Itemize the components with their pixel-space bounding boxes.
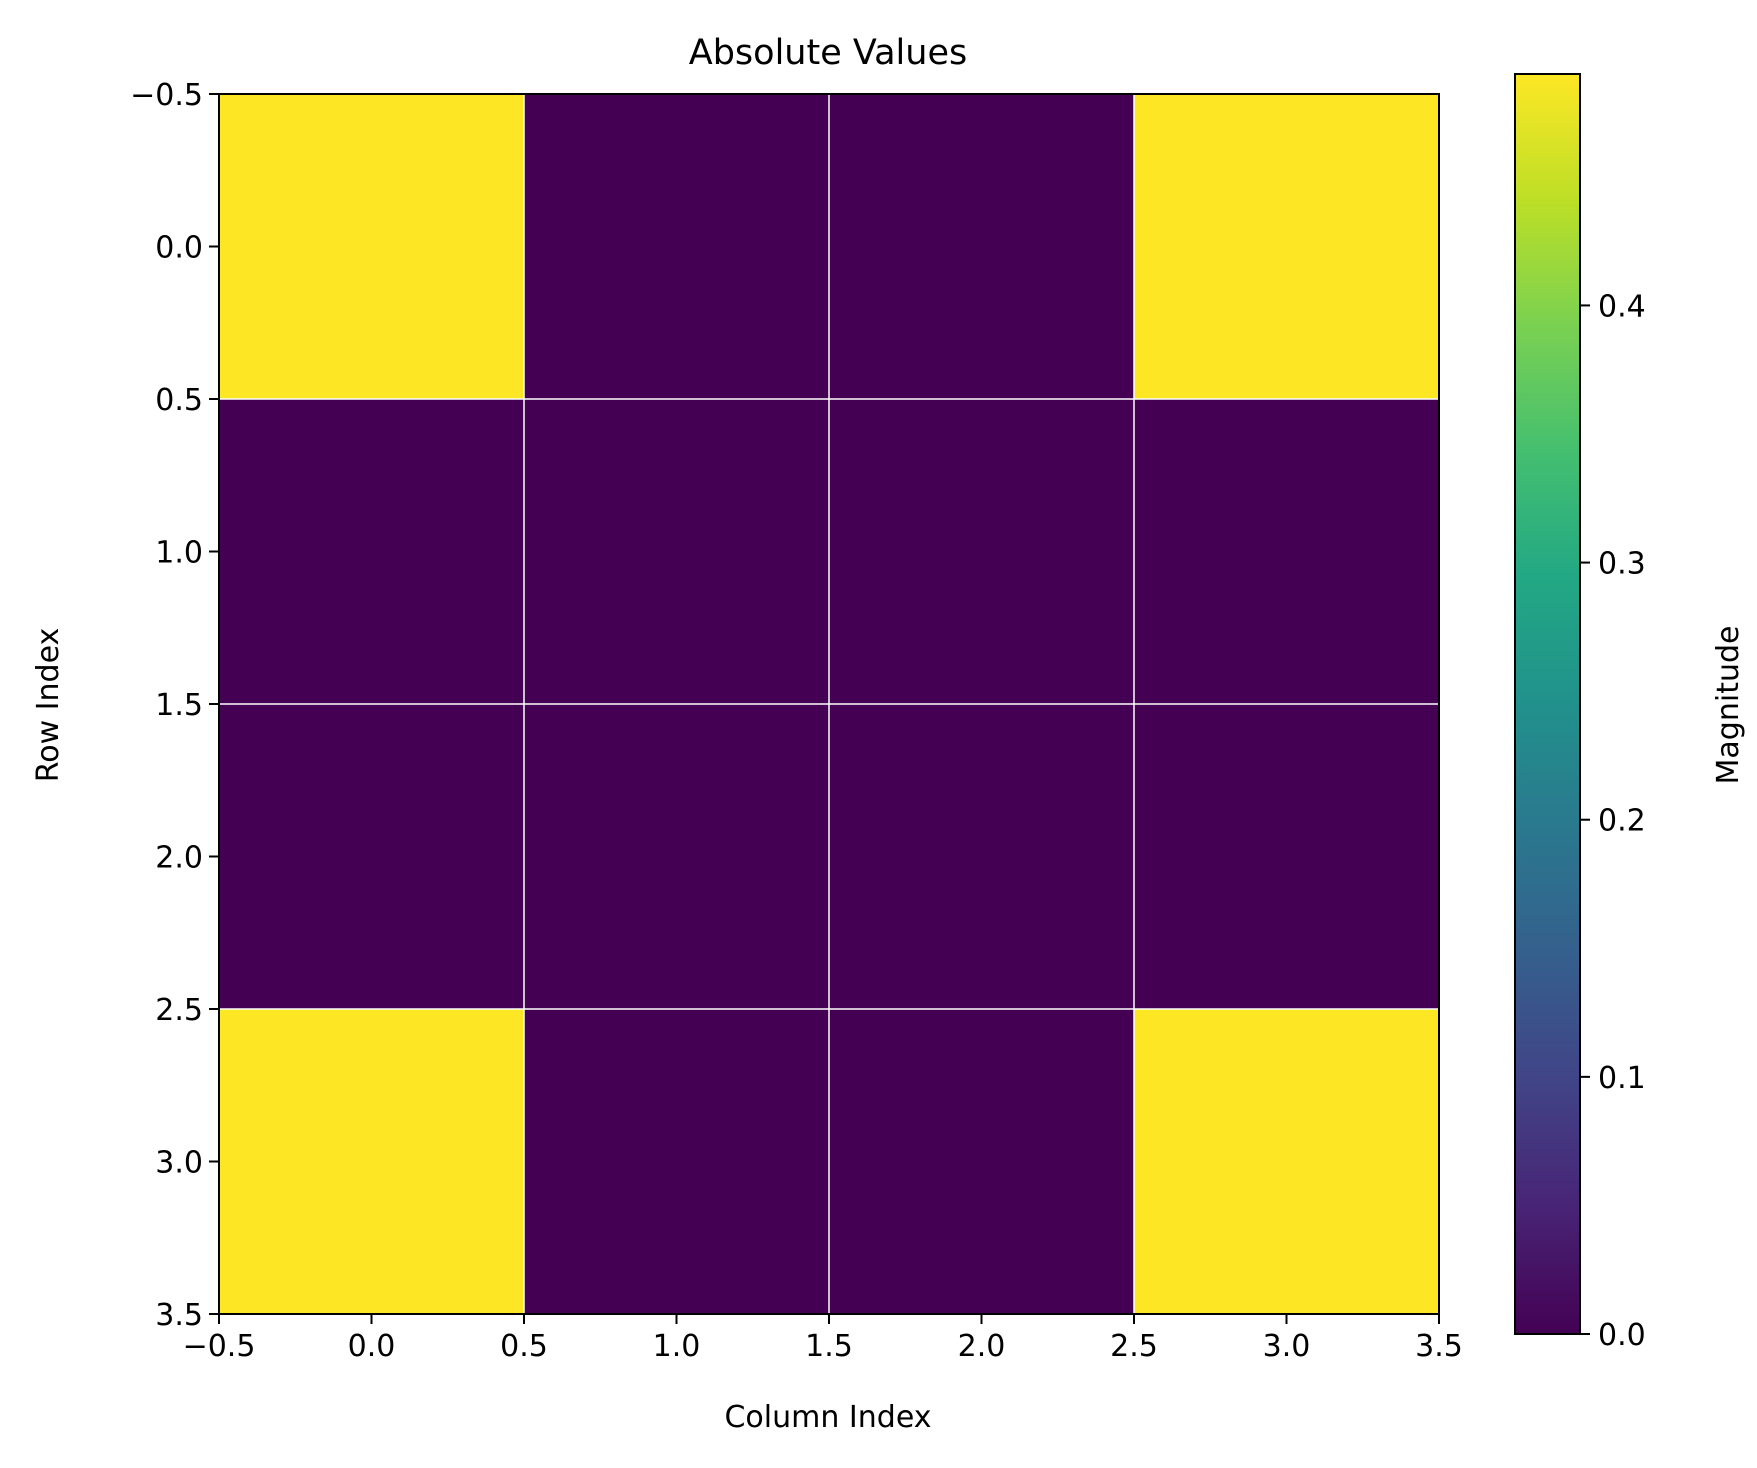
y-axis-label: Row Index xyxy=(31,628,66,783)
heatmap-cell-r3-c2 xyxy=(829,1009,1134,1314)
heatmap-cell-r2-c3 xyxy=(1134,704,1439,1009)
heatmap-cell-r2-c0 xyxy=(219,704,524,1009)
y-tick-label: 0.0 xyxy=(155,231,203,266)
heatmap-cell-r1-c3 xyxy=(1134,399,1439,704)
heatmap-cells xyxy=(219,94,1439,1314)
x-tick-label: 3.0 xyxy=(1263,1329,1311,1364)
x-axis-label: Column Index xyxy=(724,1400,931,1435)
colorbar-ticks: 0.0 0.1 0.2 0.3 0.4 xyxy=(1580,289,1646,1353)
heatmap-cell-r0-c2 xyxy=(829,94,1134,399)
y-tick-label: 1.0 xyxy=(155,536,203,571)
y-tick-label: 2.5 xyxy=(155,993,203,1028)
colorbar-tick-label: 0.2 xyxy=(1598,804,1646,839)
heatmap-cell-r0-c1 xyxy=(524,94,829,399)
x-tick-label: −0.5 xyxy=(183,1329,256,1364)
x-tick-label: 0.0 xyxy=(348,1329,396,1364)
x-tick-label: 2.0 xyxy=(958,1329,1006,1364)
y-tick-label: −0.5 xyxy=(130,78,203,113)
heatmap-cell-r3-c1 xyxy=(524,1009,829,1314)
y-tick-label: 0.5 xyxy=(155,383,203,418)
heatmap-cell-r1-c1 xyxy=(524,399,829,704)
heatmap-cell-r3-c3 xyxy=(1134,1009,1439,1314)
heatmap-cell-r2-c2 xyxy=(829,704,1134,1009)
x-tick-label: 2.5 xyxy=(1110,1329,1158,1364)
x-tick-label: 3.5 xyxy=(1415,1329,1463,1364)
y-tick-label: 1.5 xyxy=(155,688,203,723)
heatmap-cell-r0-c0 xyxy=(219,94,524,399)
x-axis-ticks: −0.5 0.0 0.5 1.0 1.5 2.0 2.5 3.0 3.5 xyxy=(183,1314,1463,1364)
colorbar xyxy=(1514,73,1581,1335)
grid-lines xyxy=(219,94,1439,1314)
y-tick-label: 3.5 xyxy=(155,1298,203,1333)
colorbar-label: Magnitude xyxy=(1711,626,1746,785)
heatmap-cell-r3-c0 xyxy=(219,1009,524,1314)
colorbar-tick-label: 0.4 xyxy=(1598,289,1646,324)
chart-title: Absolute Values xyxy=(689,33,967,73)
heatmap-cell-r2-c1 xyxy=(524,704,829,1009)
colorbar-tick-label: 0.0 xyxy=(1598,1318,1646,1353)
x-tick-label: 1.5 xyxy=(805,1329,853,1364)
y-axis-ticks: −0.5 0.0 0.5 1.0 1.5 2.0 2.5 3.0 3.5 xyxy=(130,78,219,1333)
x-tick-label: 0.5 xyxy=(500,1329,548,1364)
y-tick-label: 3.0 xyxy=(155,1146,203,1181)
heatmap-cell-r0-c3 xyxy=(1134,94,1439,399)
heatmap-cell-r1-c0 xyxy=(219,399,524,704)
x-tick-label: 1.0 xyxy=(653,1329,701,1364)
heatmap-cell-r1-c2 xyxy=(829,399,1134,704)
colorbar-tick-label: 0.3 xyxy=(1598,547,1646,582)
colorbar-tick-label: 0.1 xyxy=(1598,1061,1646,1096)
y-tick-label: 2.0 xyxy=(155,841,203,876)
